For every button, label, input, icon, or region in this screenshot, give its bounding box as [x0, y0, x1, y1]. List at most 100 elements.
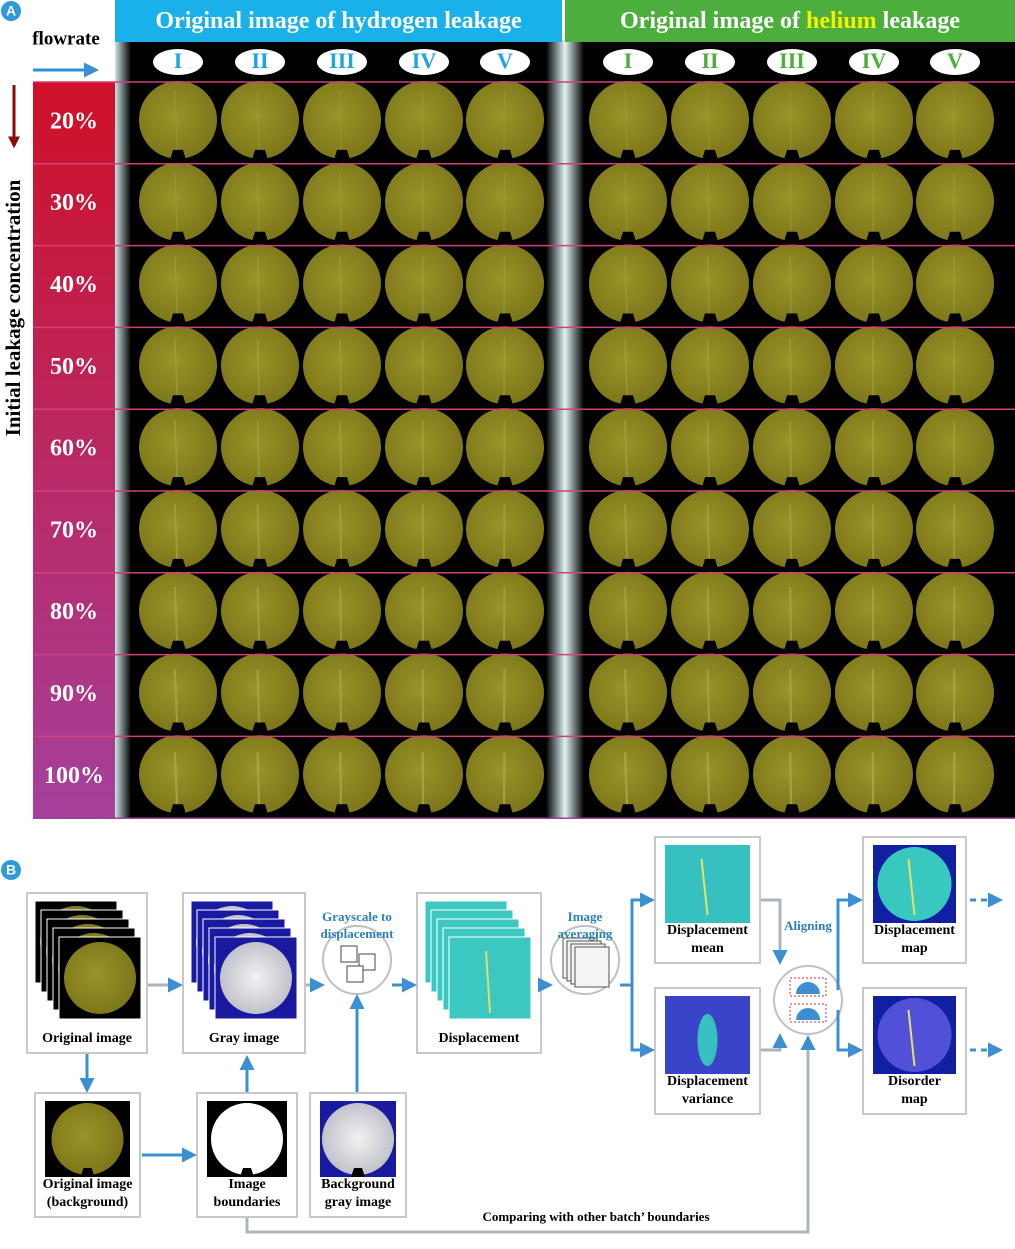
schlieren-image — [916, 326, 994, 405]
panel-badge — [1, 1, 21, 21]
column-badge — [399, 49, 449, 75]
plume — [789, 586, 792, 641]
schlieren-image — [671, 408, 749, 487]
row-label: 50% — [50, 354, 98, 380]
schlieren-image — [835, 735, 913, 814]
row-label: 100% — [44, 763, 104, 789]
plume — [174, 255, 178, 314]
schlieren-image — [303, 489, 381, 568]
column-badge — [849, 49, 899, 75]
plume — [256, 669, 261, 723]
plume — [700, 858, 709, 916]
nozzle-notch — [784, 640, 800, 651]
plume — [339, 172, 342, 232]
schlieren-image — [221, 571, 299, 650]
nozzle-notch — [416, 640, 432, 651]
schlieren-image — [835, 489, 913, 568]
column-label: II — [701, 48, 718, 73]
node-circle — [51, 1103, 124, 1175]
schlieren-image — [385, 162, 463, 241]
schlieren-image — [139, 408, 217, 487]
step-label: averaging — [558, 926, 613, 941]
plume — [706, 752, 711, 805]
schlieren-image — [466, 244, 544, 323]
schlieren-image — [753, 489, 831, 568]
title-part: helium — [806, 8, 877, 34]
column-label: IV — [412, 48, 437, 73]
schlieren-image — [589, 80, 667, 159]
row-label: 40% — [50, 272, 98, 298]
nozzle-notch — [620, 313, 636, 324]
column-label: I — [174, 48, 183, 73]
schlieren-image — [753, 326, 831, 405]
nozzle-notch — [702, 477, 718, 488]
plume — [623, 752, 629, 805]
plume — [174, 172, 178, 232]
column-label: V — [497, 48, 513, 73]
title-part: Original image of — [620, 8, 806, 34]
schlieren-image — [916, 162, 994, 241]
nozzle-notch — [497, 804, 513, 815]
nozzle-notch — [334, 313, 350, 324]
plume — [907, 858, 916, 916]
step-icon — [773, 965, 843, 1035]
nozzle-notch — [866, 477, 882, 488]
icon-arc — [796, 982, 820, 1020]
nozzle-notch — [170, 558, 186, 569]
schlieren-image — [671, 735, 749, 814]
step-label: Image — [568, 909, 603, 924]
nozzle-notch — [497, 722, 513, 733]
schlieren-image — [589, 408, 667, 487]
nozzle-notch — [170, 395, 186, 406]
schlieren-image — [753, 571, 831, 650]
schlieren-image — [753, 162, 831, 241]
nozzle-notch — [497, 313, 513, 324]
column-badge — [930, 49, 980, 75]
schlieren-image — [835, 653, 913, 732]
plume — [907, 1009, 916, 1067]
schlieren-image — [589, 571, 667, 650]
nozzle-notch — [252, 149, 268, 160]
nozzle-notch — [497, 558, 513, 569]
row-label: 30% — [50, 190, 98, 216]
icon-layer — [574, 946, 610, 988]
icon-frame — [789, 977, 827, 997]
plume — [789, 89, 792, 150]
plume — [174, 421, 178, 478]
node-circle — [211, 1103, 283, 1175]
node-label: variance — [682, 1092, 733, 1107]
schlieren-image — [835, 326, 913, 405]
schlieren-image — [385, 735, 463, 814]
nozzle-notch — [947, 149, 963, 160]
schlieren-image — [303, 326, 381, 405]
nozzle-notch — [80, 1168, 95, 1177]
flow-arrow — [761, 1033, 788, 1052]
flow-arrow — [630, 985, 655, 1058]
plume — [339, 338, 342, 396]
group-title: Original image of helium leakage — [620, 8, 960, 34]
nozzle-notch — [416, 313, 432, 324]
node-label: gray image — [325, 1195, 391, 1210]
plume — [256, 752, 261, 805]
schlieren-image — [466, 326, 544, 405]
schlieren-image — [753, 735, 831, 814]
plume — [256, 586, 260, 641]
node-label: Background — [321, 1177, 395, 1192]
nozzle-notch — [866, 640, 882, 651]
nozzle-notch — [416, 722, 432, 733]
nozzle-notch — [334, 477, 350, 488]
nozzle-notch — [416, 149, 432, 160]
plume — [256, 338, 260, 396]
plume — [173, 669, 179, 723]
title-part: Original image of hydrogen leakage — [155, 8, 522, 34]
group-title: Original image of hydrogen leakage — [155, 8, 522, 34]
plume — [623, 669, 629, 723]
nozzle-notch — [702, 640, 718, 651]
nozzle-notch — [620, 558, 636, 569]
column-label: I — [624, 48, 633, 73]
nozzle-notch — [334, 640, 350, 651]
bottom-note: Comparing with other batch’ boundaries — [482, 1209, 709, 1224]
schlieren-image — [139, 735, 217, 814]
nozzle-notch — [620, 477, 636, 488]
